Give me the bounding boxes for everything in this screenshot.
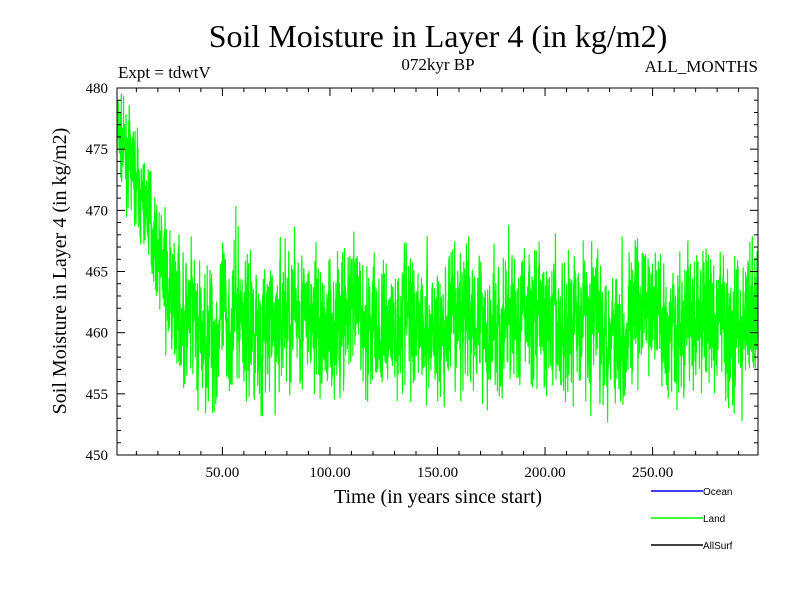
legend: Ocean Land AllSurf — [651, 487, 733, 552]
legend-label-ocean: Ocean — [703, 487, 732, 498]
x-axis-label: Time (in years since start) — [334, 486, 542, 508]
chart-title: Soil Moisture in Layer 4 (in kg/m2) — [209, 18, 668, 54]
y-tick-label: 455 — [86, 387, 109, 403]
y-tick-label: 480 — [86, 81, 109, 97]
y-axis-label: Soil Moisture in Layer 4 (in kg/m2) — [49, 128, 71, 415]
months-label: ALL_MONTHS — [645, 57, 758, 76]
x-tick-label: 150.00 — [417, 465, 458, 481]
x-axis-ticks: 50.00 100.00 150.00 200.00 250.00 — [135, 88, 740, 481]
y-tick-label: 460 — [86, 326, 109, 342]
legend-label-allsurf: AllSurf — [703, 541, 733, 552]
x-tick-label: 250.00 — [632, 465, 673, 481]
y-tick-label: 450 — [86, 448, 109, 464]
x-tick-label: 100.00 — [309, 465, 350, 481]
y-axis-ticks: 450 455 460 465 470 475 480 — [86, 81, 758, 464]
y-tick-label: 465 — [86, 265, 109, 281]
y-tick-label: 470 — [86, 203, 109, 219]
plot-area — [116, 87, 759, 456]
series-land-line — [116, 93, 759, 423]
experiment-label: Expt = tdwtV — [118, 63, 211, 82]
x-tick-label: 50.00 — [206, 465, 240, 481]
x-tick-label: 200.00 — [524, 465, 565, 481]
chart-subtitle: 072kyr BP — [401, 55, 474, 74]
y-tick-label: 475 — [86, 142, 109, 158]
legend-label-land: Land — [703, 514, 725, 525]
